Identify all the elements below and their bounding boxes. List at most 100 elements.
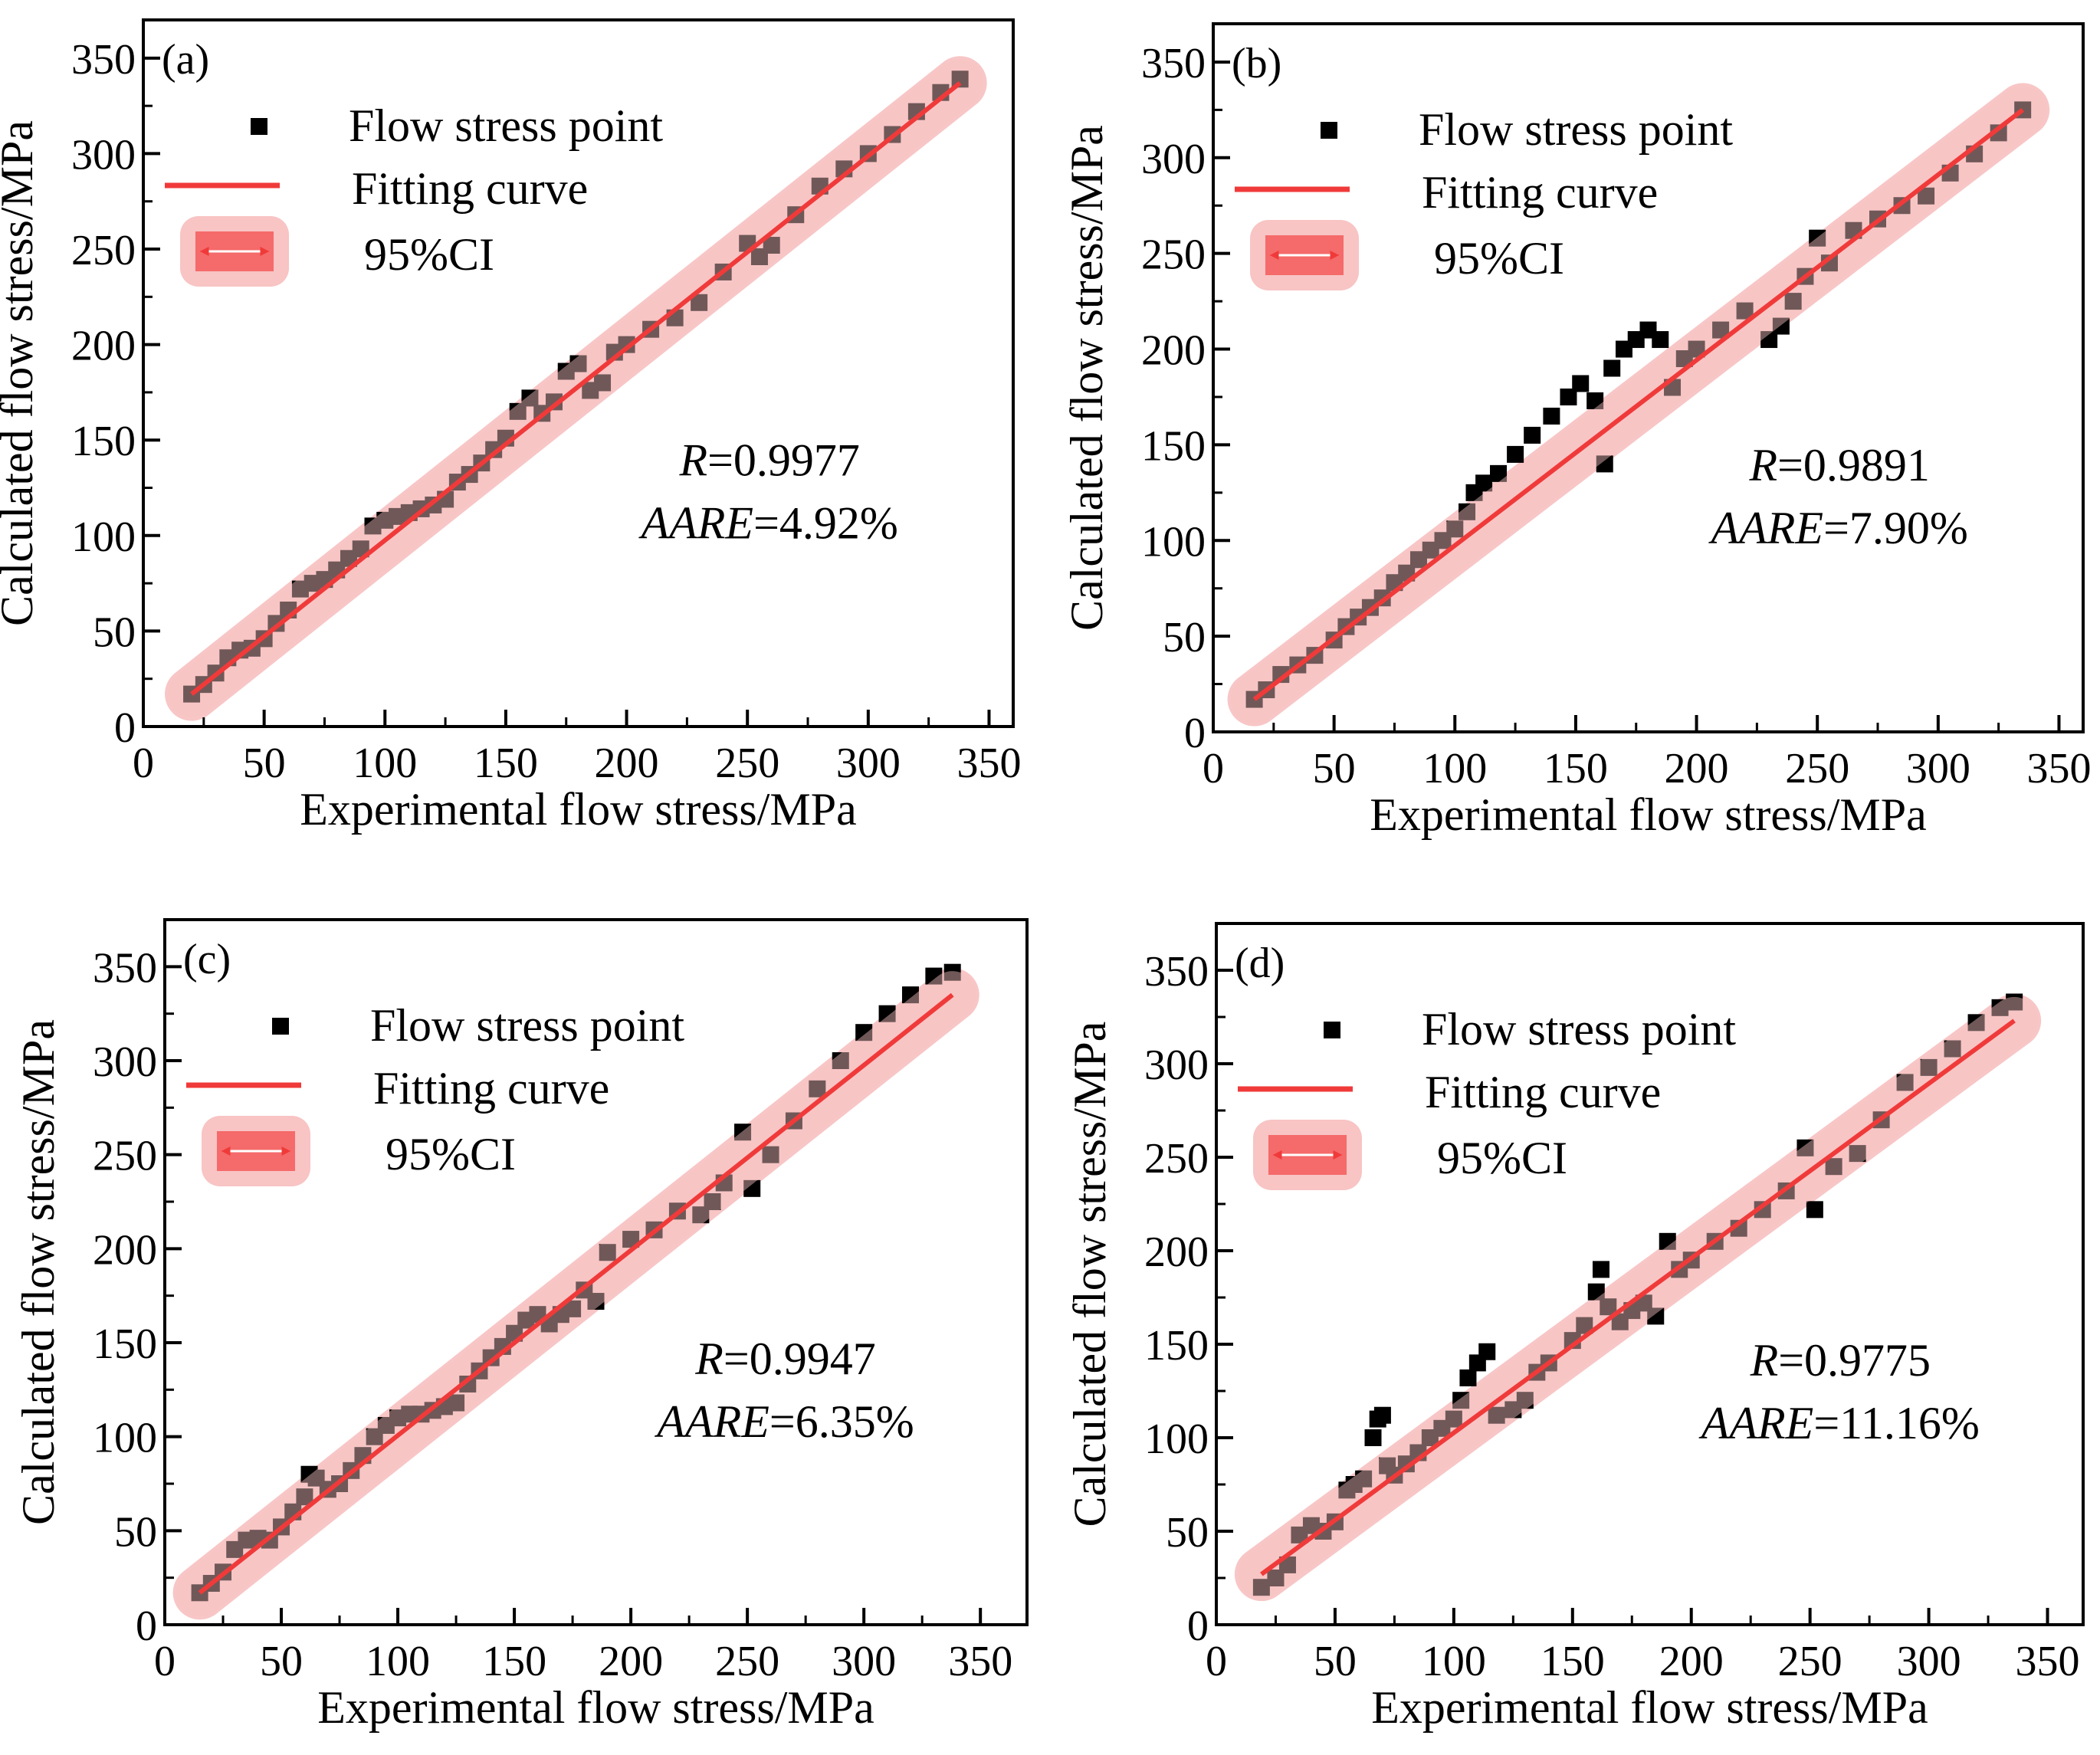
data-point-21 xyxy=(1459,1369,1477,1386)
panel-label: (a) xyxy=(162,36,209,84)
legend-label-points: Flow stress point xyxy=(370,1000,684,1051)
aare-label: AARE xyxy=(654,1396,769,1447)
plot-frame xyxy=(1212,22,2085,733)
x-axis-title: Experimental flow stress/MPa xyxy=(1370,789,1927,840)
aare-value-text: AARE=6.35% xyxy=(654,1396,914,1447)
data-point-0 xyxy=(1252,1579,1270,1596)
data-point-10 xyxy=(1364,1429,1382,1446)
r-value: =0.9947 xyxy=(724,1333,876,1384)
y-tick-label: 200 xyxy=(1144,1228,1209,1276)
y-tick-label: 350 xyxy=(1141,40,1206,87)
data-point-23 xyxy=(1560,388,1577,405)
data-point-45 xyxy=(1796,1139,1814,1156)
panel-label: (b) xyxy=(1232,40,1281,87)
data-point-43 xyxy=(734,1124,752,1141)
plot-frame xyxy=(163,918,1029,1626)
data-point-35 xyxy=(1712,321,1730,339)
x-tick-label: 100 xyxy=(353,740,417,787)
data-point-53 xyxy=(1967,1014,1985,1032)
y-tick-label: 0 xyxy=(1184,710,1206,757)
y-tick-label: 100 xyxy=(1141,518,1206,566)
data-point-37 xyxy=(1647,1307,1665,1325)
x-tick-label: 350 xyxy=(956,740,1021,787)
x-tick-label: 200 xyxy=(599,1638,663,1685)
y-axis-title: Calculated flow stress/MPa xyxy=(1061,125,1112,631)
y-tick-label: 50 xyxy=(93,609,136,656)
data-point-1 xyxy=(1267,1570,1285,1586)
y-tick-label: 250 xyxy=(71,227,136,274)
data-point-33 xyxy=(1600,1298,1617,1316)
data-point-14 xyxy=(352,540,369,558)
y-tick-label: 300 xyxy=(1144,1042,1209,1089)
x-tick-label: 200 xyxy=(595,740,659,787)
x-axis-title: Experimental flow stress/MPa xyxy=(300,784,857,835)
chart-panel-b: 0 50 100 150 200 250 300 350 0 50 100 150 200 250 300 3… xyxy=(1061,22,2091,840)
data-point-24 xyxy=(459,1375,477,1393)
x-tick-label: 50 xyxy=(260,1638,303,1685)
legend: Flow stress point Fitting curve 95%CI xyxy=(165,100,663,287)
data-point-49 xyxy=(855,1024,873,1042)
y-tick-label: 50 xyxy=(114,1508,157,1556)
aare-value: =11.16% xyxy=(1813,1398,1980,1448)
x-tick-label: 100 xyxy=(366,1638,430,1685)
r-value: =0.9977 xyxy=(707,435,860,486)
x-tick-label: 250 xyxy=(1785,745,1849,792)
x-tick-label: 0 xyxy=(1206,1638,1227,1685)
legend: Flow stress point Fitting curve 95%CI xyxy=(1235,104,1733,290)
data-point-41 xyxy=(704,1193,721,1210)
y-tick-label: 250 xyxy=(1144,1135,1209,1183)
data-point-30 xyxy=(545,393,563,411)
y-tick-label: 150 xyxy=(1141,422,1206,470)
data-point-48 xyxy=(832,1052,849,1069)
y-tick-label: 300 xyxy=(71,131,136,179)
data-point-20 xyxy=(1507,445,1524,463)
legend: Flow stress point Fitting curve 95%CI xyxy=(1238,1004,1736,1190)
y-tick-label: 200 xyxy=(1141,327,1206,375)
legend-label-fit: Fitting curve xyxy=(1425,1067,1661,1117)
r-label: R xyxy=(1750,1335,1779,1386)
legend-label-points: Flow stress point xyxy=(349,100,663,151)
x-tick-label: 0 xyxy=(1203,745,1224,792)
x-tick-label: 250 xyxy=(1778,1638,1842,1685)
aare-label: AARE xyxy=(1698,1398,1814,1448)
r-value: =0.9775 xyxy=(1778,1335,1931,1386)
y-tick-label: 300 xyxy=(93,1038,157,1086)
data-point-23 xyxy=(448,1394,465,1412)
legend-point-marker xyxy=(251,118,267,135)
y-tick-label: 350 xyxy=(1144,948,1209,996)
aare-value-text: AARE=7.90% xyxy=(1708,503,1967,553)
legend-point-marker xyxy=(1321,122,1337,139)
aare-label: AARE xyxy=(638,498,753,549)
data-point-35 xyxy=(587,1293,605,1311)
x-tick-label: 150 xyxy=(482,1638,546,1685)
r-label: R xyxy=(694,1333,724,1384)
data-point-50 xyxy=(1896,1074,1914,1091)
y-tick-label: 0 xyxy=(136,1602,157,1650)
data-point-19 xyxy=(1490,464,1508,482)
y-axis-title: Calculated flow stress/MPa xyxy=(13,1019,64,1525)
data-point-40 xyxy=(692,1206,710,1224)
x-tick-label: 250 xyxy=(715,740,779,787)
data-point-37 xyxy=(1760,331,1778,349)
x-tick-label: 150 xyxy=(1541,1638,1605,1685)
data-point-21 xyxy=(1524,426,1541,444)
data-point-51 xyxy=(901,986,919,1004)
data-point-34 xyxy=(594,374,612,392)
data-point-52 xyxy=(925,967,943,985)
data-point-39 xyxy=(691,294,708,311)
y-tick-label: 100 xyxy=(93,1415,157,1462)
y-tick-label: 50 xyxy=(1163,614,1206,661)
x-tick-label: 300 xyxy=(836,740,901,787)
aare-value-text: AARE=11.16% xyxy=(1698,1398,1980,1448)
data-point-55 xyxy=(2006,993,2023,1011)
y-tick-label: 150 xyxy=(93,1320,157,1368)
y-tick-label: 350 xyxy=(71,36,136,84)
x-tick-label: 100 xyxy=(1422,1638,1486,1685)
x-tick-label: 50 xyxy=(1314,1638,1357,1685)
plot-frame xyxy=(142,18,1015,728)
y-tick-label: 50 xyxy=(1166,1509,1209,1557)
aare-label: AARE xyxy=(1708,503,1823,553)
data-point-31 xyxy=(1652,331,1669,349)
aare-value-text: AARE=4.92% xyxy=(638,498,897,549)
y-tick-label: 200 xyxy=(93,1226,157,1274)
